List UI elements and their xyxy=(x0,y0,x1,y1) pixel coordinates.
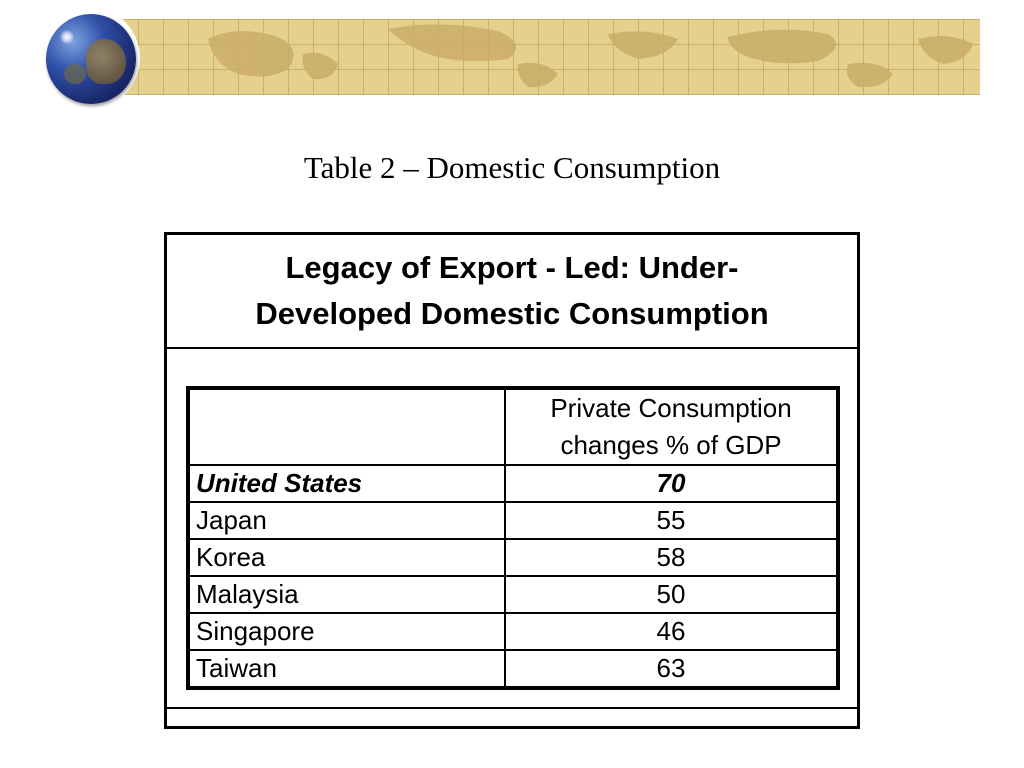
row-value: 58 xyxy=(504,538,839,577)
table-heading-line1: Legacy of Export - Led: Under- xyxy=(285,250,739,285)
slide-title: Table 2 – Domestic Consumption xyxy=(303,150,721,185)
row-value: 46 xyxy=(504,612,839,651)
column-header-value: Private Consumption changes % of GDP xyxy=(504,387,839,466)
table-heading-line2: Developed Domestic Consumption xyxy=(255,296,769,331)
row-country: Singapore xyxy=(187,612,506,651)
column-header-value-line2: changes % of GDP xyxy=(560,430,782,460)
row-country: United States xyxy=(187,464,506,503)
world-map-shapes xyxy=(208,24,973,88)
table-row: Singapore 46 xyxy=(187,612,839,651)
consumption-table: Private Consumption changes % of GDP Uni… xyxy=(186,386,840,690)
row-country: Korea xyxy=(187,538,506,577)
column-header-country xyxy=(187,387,506,466)
table-heading: Legacy of Export - Led: Under- Developed… xyxy=(167,235,857,349)
table-row: Korea 58 xyxy=(187,538,839,577)
globe-icon xyxy=(46,14,136,104)
row-value: 50 xyxy=(504,575,839,614)
table-card: Legacy of Export - Led: Under- Developed… xyxy=(164,232,860,729)
table-row: Taiwan 63 xyxy=(187,649,839,689)
row-country: Malaysia xyxy=(187,575,506,614)
table-row: United States 70 xyxy=(187,464,839,503)
column-header-value-line1: Private Consumption xyxy=(550,393,792,423)
table-row: Malaysia 50 xyxy=(187,575,839,614)
globe-backdrop xyxy=(14,2,140,114)
row-country: Japan xyxy=(187,501,506,540)
table-card-footer-rule xyxy=(167,707,857,709)
world-map-banner xyxy=(88,19,980,95)
row-value: 70 xyxy=(504,464,839,503)
table-header-row: Private Consumption changes % of GDP xyxy=(187,387,839,466)
row-value: 55 xyxy=(504,501,839,540)
table-row: Japan 55 xyxy=(187,501,839,540)
row-value: 63 xyxy=(504,649,839,689)
row-country: Taiwan xyxy=(187,649,506,689)
